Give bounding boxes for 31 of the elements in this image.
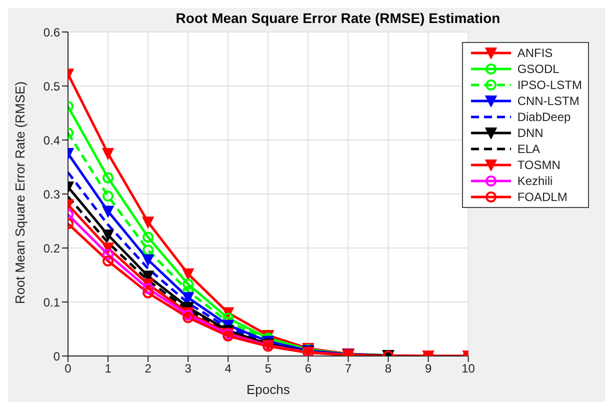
x-tick-label: 1 bbox=[104, 362, 112, 376]
legend-label: TOSMN bbox=[517, 158, 560, 172]
legend-label: Kezhili bbox=[517, 174, 553, 188]
legend-label: IPSO-LSTM bbox=[517, 78, 582, 92]
chart-title: Root Mean Square Error Rate (RMSE) Estimation bbox=[174, 10, 502, 26]
y-tick-label: 0.3 bbox=[43, 187, 60, 202]
legend-label: ELA bbox=[517, 142, 540, 156]
y-tick-label: 0.2 bbox=[43, 241, 60, 256]
x-tick-label: 0 bbox=[64, 362, 72, 376]
x-tick-label: 3 bbox=[184, 362, 192, 376]
legend-label: DiabDeep bbox=[517, 110, 571, 124]
y-tick-label: 0.4 bbox=[43, 133, 60, 148]
x-axis-title: Epochs bbox=[246, 382, 290, 397]
x-tick-label: 2 bbox=[144, 362, 152, 376]
y-axis-title: Root Mean Square Error Rate (RMSE) bbox=[12, 81, 28, 304]
legend-label: GSODL bbox=[517, 62, 560, 76]
x-tick-label: 10 bbox=[462, 362, 476, 376]
y-tick-label: 0.5 bbox=[43, 79, 60, 94]
x-tick-label: 5 bbox=[264, 362, 272, 376]
legend-label: FOADLM bbox=[517, 190, 568, 204]
y-tick-label: 0.1 bbox=[43, 295, 60, 310]
legend-label: CNN-LSTM bbox=[517, 94, 580, 108]
x-tick-label: 7 bbox=[344, 362, 352, 376]
x-tick-label: 8 bbox=[384, 362, 392, 376]
x-tick-label: 9 bbox=[424, 362, 432, 376]
y-tick-label: 0.6 bbox=[43, 25, 60, 40]
legend-label: ANFIS bbox=[517, 46, 553, 60]
y-tick-label: 0 bbox=[53, 349, 60, 364]
x-tick-label: 6 bbox=[304, 362, 312, 376]
x-tick-label: 4 bbox=[224, 362, 232, 376]
legend-label: DNN bbox=[517, 126, 544, 140]
